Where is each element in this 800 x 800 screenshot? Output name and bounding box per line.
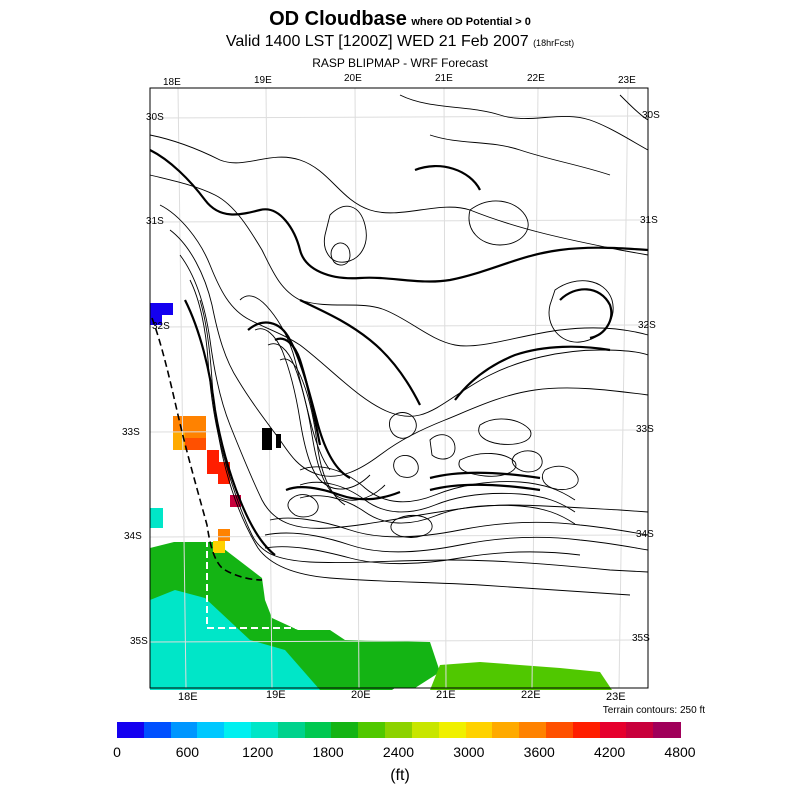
- lat-label-right: 31S: [640, 215, 658, 226]
- orange-cell: [173, 432, 185, 450]
- blue-cell: [150, 303, 173, 315]
- color-swatch: [117, 722, 145, 738]
- lon-label-bottom: 22E: [521, 689, 541, 701]
- blue-cell: [150, 315, 162, 325]
- color-swatch: [438, 722, 467, 738]
- map-frame: [149, 87, 649, 689]
- color-swatch: [170, 722, 199, 738]
- orange-cell: [218, 529, 230, 541]
- lat-label-left: 35S: [130, 636, 148, 647]
- valid-time: Valid 1400 LST [1200Z] WED 21 Feb 2007 (…: [0, 33, 800, 51]
- terrain-contour-note: Terrain contours: 250 ft: [602, 705, 705, 716]
- scale-tick-label: 1800: [312, 744, 344, 760]
- color-swatch: [277, 722, 306, 738]
- color-swatch: [465, 722, 493, 738]
- terrain-contours: [149, 94, 649, 596]
- color-swatch: [358, 722, 386, 738]
- lat-label-right: 32S: [638, 320, 656, 331]
- lat-label-left: 33S: [122, 427, 140, 438]
- scale-tick-label: 600: [175, 744, 200, 760]
- red-cell: [207, 450, 219, 474]
- lat-label-left: 32S: [152, 321, 170, 332]
- lon-label-top: 22E: [527, 73, 545, 84]
- title-qualifier: where OD Potential > 0: [411, 16, 531, 28]
- map-title: OD Cloudbase where OD Potential > 0: [0, 8, 800, 31]
- lat-label-right: 35S: [632, 633, 650, 644]
- color-swatch: [251, 722, 279, 738]
- scale-tick-label: 2400: [382, 744, 415, 760]
- color-swatch: [492, 722, 520, 738]
- color-swatch: [599, 722, 627, 738]
- lon-label-top: 21E: [435, 73, 453, 84]
- scale-tick-label: 4200: [594, 744, 626, 760]
- lon-label-bottom: 23E: [606, 691, 626, 703]
- color-swatch: [545, 722, 574, 738]
- lon-label-bottom: 19E: [266, 689, 286, 701]
- color-swatch: [519, 722, 547, 738]
- lon-label-bottom: 21E: [436, 689, 456, 701]
- lat-label-left: 31S: [146, 216, 164, 227]
- color-swatch: [304, 722, 333, 738]
- turquoise-cell: [150, 508, 163, 528]
- lon-label-top: 19E: [254, 75, 272, 86]
- lat-label-right: 34S: [636, 529, 654, 540]
- valid-time-text: Valid 1400 LST [1200Z] WED 21 Feb 2007: [225, 33, 529, 50]
- lat-label-left: 30S: [146, 112, 164, 123]
- color-swatch: [143, 722, 172, 738]
- scale-tick-label: 4800: [664, 744, 696, 760]
- cloudbase-cells: [150, 303, 612, 690]
- lat-label-left: 34S: [124, 531, 142, 542]
- model-source: RASP BLIPMAP - WRF Forecast: [312, 56, 488, 70]
- color-scale-bar: [117, 722, 681, 738]
- lon-label-top: 20E: [344, 73, 362, 84]
- grid-lines: [149, 87, 649, 689]
- lon-label-bottom: 20E: [351, 689, 371, 701]
- scale-tick-label: 1200: [242, 744, 274, 760]
- scale-tick-label: 0: [113, 744, 121, 760]
- green-strip-east: [430, 662, 612, 690]
- color-swatch: [572, 722, 601, 738]
- turquoise-region: [150, 590, 320, 690]
- color-swatch: [411, 722, 440, 738]
- high-terrain-mark: [262, 428, 272, 450]
- lat-label-right: 30S: [642, 110, 660, 121]
- title-main: OD Cloudbase: [269, 8, 407, 30]
- high-terrain-mark: [276, 434, 281, 448]
- color-swatch: [224, 722, 252, 738]
- color-swatch: [385, 722, 413, 738]
- color-scale-unit: (ft): [390, 767, 410, 784]
- color-swatch: [653, 722, 681, 738]
- color-swatch: [626, 722, 654, 738]
- color-swatch: [331, 722, 359, 738]
- terrain-contours-major: [149, 149, 649, 556]
- lat-label-right: 33S: [636, 424, 654, 435]
- forecast-hours: (18hrFcst): [533, 38, 575, 48]
- coastline: [151, 317, 263, 581]
- lon-label-top: 23E: [618, 75, 636, 86]
- yellow-cell: [213, 541, 225, 553]
- lon-label-top: 18E: [163, 77, 181, 88]
- orange-cell: [185, 438, 206, 450]
- color-swatch: [197, 722, 225, 738]
- scale-tick-label: 3600: [523, 744, 555, 760]
- scale-tick-label: 3000: [453, 744, 485, 760]
- lon-label-bottom: 18E: [178, 691, 198, 703]
- province-border: [206, 540, 322, 629]
